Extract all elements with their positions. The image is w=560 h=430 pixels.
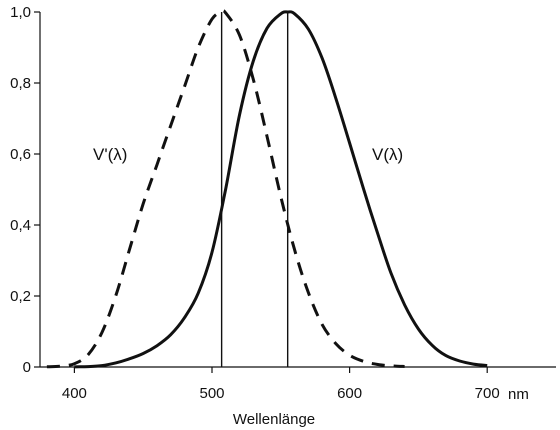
y-tick-label-0: 0: [23, 359, 31, 376]
y-tick-label-1: 0,2: [10, 288, 31, 305]
series-line-1: [74, 10, 488, 369]
y-tick-label-5: 1,0: [10, 4, 31, 21]
y-tick-label-3: 0,6: [10, 146, 31, 163]
series-label-v: V(λ): [372, 145, 403, 164]
x-axis-title: Wellenlänge: [233, 411, 315, 428]
x-unit-label: nm: [508, 386, 529, 403]
y-tick-label-4: 0,8: [10, 75, 31, 92]
reference-lines: [220, 12, 289, 367]
x-tick-label-500: 500: [199, 385, 224, 402]
x-tick-label-700: 700: [475, 385, 500, 402]
series: [46, 9, 488, 369]
series-label-v-prime: V'(λ): [93, 145, 127, 164]
labels: nm Wellenlänge V'(λ) V(λ): [93, 145, 529, 428]
x-tick-label-400: 400: [62, 385, 87, 402]
series-line-0: [46, 9, 405, 369]
x-tick-label-600: 600: [337, 385, 362, 402]
y-tick-label-2: 0,4: [10, 217, 31, 234]
ticks: 400 500 600 700 0 0,2 0,4 0,6 0,8 1,0: [10, 4, 500, 402]
axes: [39, 12, 556, 368]
